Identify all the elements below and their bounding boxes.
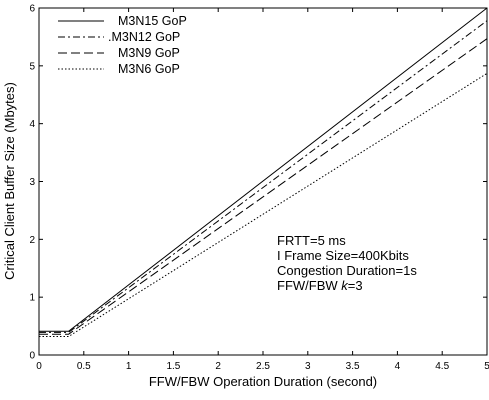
- annotation-ffw-k: FFW/FBW k=3: [277, 278, 363, 293]
- annotation-ffw-prefix: FFW/FBW: [277, 278, 341, 293]
- legend-label-m3n15: M3N15 GoP: [118, 14, 187, 28]
- y-tick-label-0: 0: [29, 351, 35, 362]
- x-tick-label-9: 4.5: [435, 361, 449, 372]
- y-tick-label-2: 2: [29, 235, 35, 246]
- legend: M3N15 GoP .M3N12 GoP M3N9 GoP M3N6 GoP: [58, 14, 187, 76]
- y-axis-title: Critical Client Buffer Size (Mbytes): [2, 82, 17, 280]
- y-tick-label-1: 1: [29, 293, 35, 304]
- x-tick-label-6: 3: [305, 361, 311, 372]
- series-line-3: [39, 72, 488, 337]
- x-tick-label-7: 3.5: [346, 361, 360, 372]
- y-tick-label-6: 6: [29, 4, 35, 15]
- x-tick-label-8: 4: [395, 361, 401, 372]
- y-tick-label-3: 3: [29, 177, 35, 188]
- x-tick-label-1: 0.5: [77, 361, 91, 372]
- legend-label-m3n6: M3N6 GoP: [118, 62, 180, 76]
- annotation-congestion: Congestion Duration=1s: [277, 263, 417, 278]
- annotation-frtt: FRTT=5 ms: [277, 233, 346, 248]
- series-group: [39, 7, 488, 337]
- x-tick-label-5: 2.5: [256, 361, 270, 372]
- series-line-1: [39, 20, 488, 333]
- legend-label-m3n9: M3N9 GoP: [118, 46, 180, 60]
- annotation-ffw-k-symbol: k: [341, 278, 349, 293]
- x-axis-title: FFW/FBW Operation Duration (second): [149, 374, 377, 389]
- legend-label-m3n12: .M3N12 GoP: [108, 30, 180, 44]
- x-tick-label-2: 1: [126, 361, 132, 372]
- annotation-ffw-suffix: =3: [348, 278, 363, 293]
- annotation-iframe: I Frame Size=400Kbits: [277, 248, 409, 263]
- x-tick-label-0: 0: [36, 361, 42, 372]
- x-tick-label-4: 2: [215, 361, 221, 372]
- series-line-0: [39, 7, 488, 332]
- x-tick-label-10: 5: [484, 361, 489, 372]
- y-tick-label-4: 4: [29, 119, 35, 130]
- series-line-2: [39, 38, 488, 335]
- parameter-annotations: FRTT=5 ms I Frame Size=400Kbits Congesti…: [277, 233, 417, 293]
- tick-group: 0 0.5 1 1.5 2 2.5 3 3.5 4 4.5 5 0 1 2 3 4 5 6: [29, 4, 489, 373]
- y-tick-label-5: 5: [29, 61, 35, 72]
- x-tick-label-3: 1.5: [166, 361, 180, 372]
